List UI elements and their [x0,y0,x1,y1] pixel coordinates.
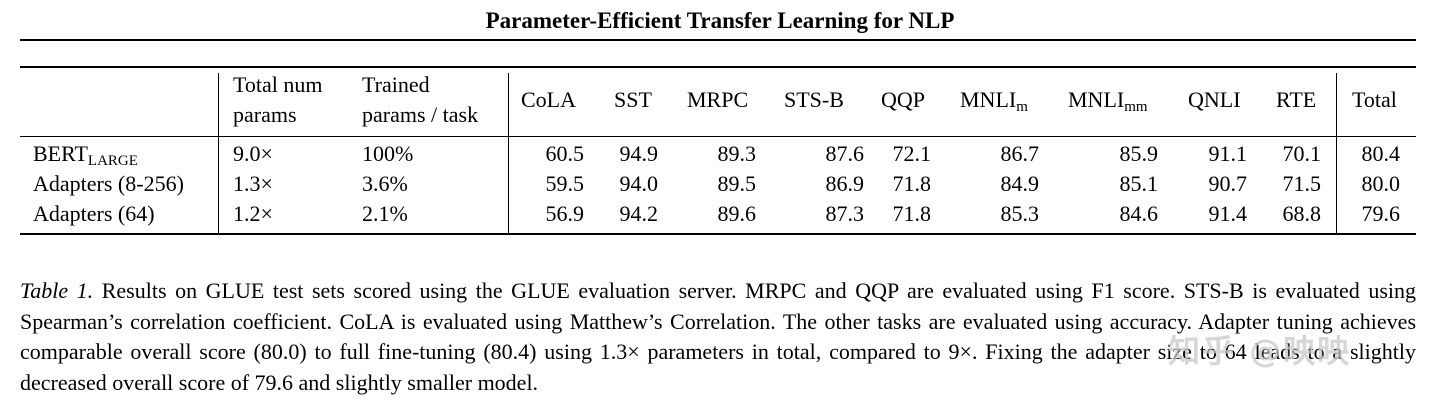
score-cell: 86.9 [825,171,865,196]
trained-params-cell: 100% [362,141,414,166]
header-task: SST [614,87,652,112]
header-total-num-params: params [233,102,297,127]
header-trained-params: params / task [362,102,479,127]
score-cell: 85.3 [1000,201,1040,226]
score-cell: 59.5 [545,171,585,196]
trained-params-cell: 2.1% [362,201,408,226]
score-cell: 87.6 [825,141,865,166]
model-name: Adapters (64) [33,201,155,226]
header-task: QQP [881,87,926,112]
total-params-cell: 1.2× [233,201,273,226]
score-cell: 85.1 [1119,171,1159,196]
total-score-cell: 80.0 [1361,171,1401,196]
header-task: MRPC [687,87,749,112]
table-header-rule [20,136,1416,137]
caption-label: Table 1. [20,278,94,303]
model-name: BERTLARGE [33,141,138,169]
score-cell: 84.6 [1119,201,1159,226]
score-cell: 94.2 [619,201,659,226]
table-bottom-rule [20,233,1416,235]
table-top-rule [20,66,1416,68]
caption-text: Results on GLUE test sets scored using t… [20,278,1416,395]
model-name: Adapters (8-256) [33,171,184,196]
score-cell: 89.5 [717,171,757,196]
total-score-cell: 79.6 [1361,201,1401,226]
column-divider [218,73,219,233]
header-task: CoLA [521,87,576,112]
header-task: RTE [1276,87,1317,112]
score-cell: 91.4 [1208,201,1248,226]
score-cell: 94.0 [619,171,659,196]
total-params-cell: 1.3× [233,171,273,196]
score-cell: 90.7 [1208,171,1248,196]
column-divider [1336,73,1337,233]
score-cell: 60.5 [545,141,585,166]
score-cell: 89.3 [717,141,757,166]
total-params-cell: 9.0× [233,141,273,166]
score-cell: 71.5 [1282,171,1322,196]
score-cell: 71.8 [892,201,932,226]
watermark: 知乎 @映映 [1168,332,1352,370]
header-task-mnli-m: MNLIm [960,87,1028,115]
score-cell: 56.9 [545,201,585,226]
trained-params-cell: 3.6% [362,171,408,196]
header-task: QNLI [1188,87,1241,112]
total-score-cell: 80.4 [1361,141,1401,166]
score-cell: 89.6 [717,201,757,226]
table-caption: Table 1. Results on GLUE test sets score… [20,276,1416,398]
score-cell: 91.1 [1208,141,1248,166]
header-task: STS-B [784,87,844,112]
score-cell: 94.9 [619,141,659,166]
header-trained-params: Trained [362,72,430,97]
header-task-mnli-mm: MNLImm [1068,87,1148,115]
score-cell: 85.9 [1119,141,1159,166]
score-cell: 68.8 [1282,201,1322,226]
score-cell: 84.9 [1000,171,1040,196]
column-divider [508,73,509,233]
score-cell: 87.3 [825,201,865,226]
header-total-num-params: Total num [233,72,323,97]
score-cell: 86.7 [1000,141,1040,166]
score-cell: 70.1 [1282,141,1322,166]
header-rule [20,39,1416,41]
page-header-title: Parameter-Efficient Transfer Learning fo… [485,8,955,33]
header-total: Total [1352,87,1397,112]
score-cell: 71.8 [892,171,932,196]
score-cell: 72.1 [892,141,932,166]
